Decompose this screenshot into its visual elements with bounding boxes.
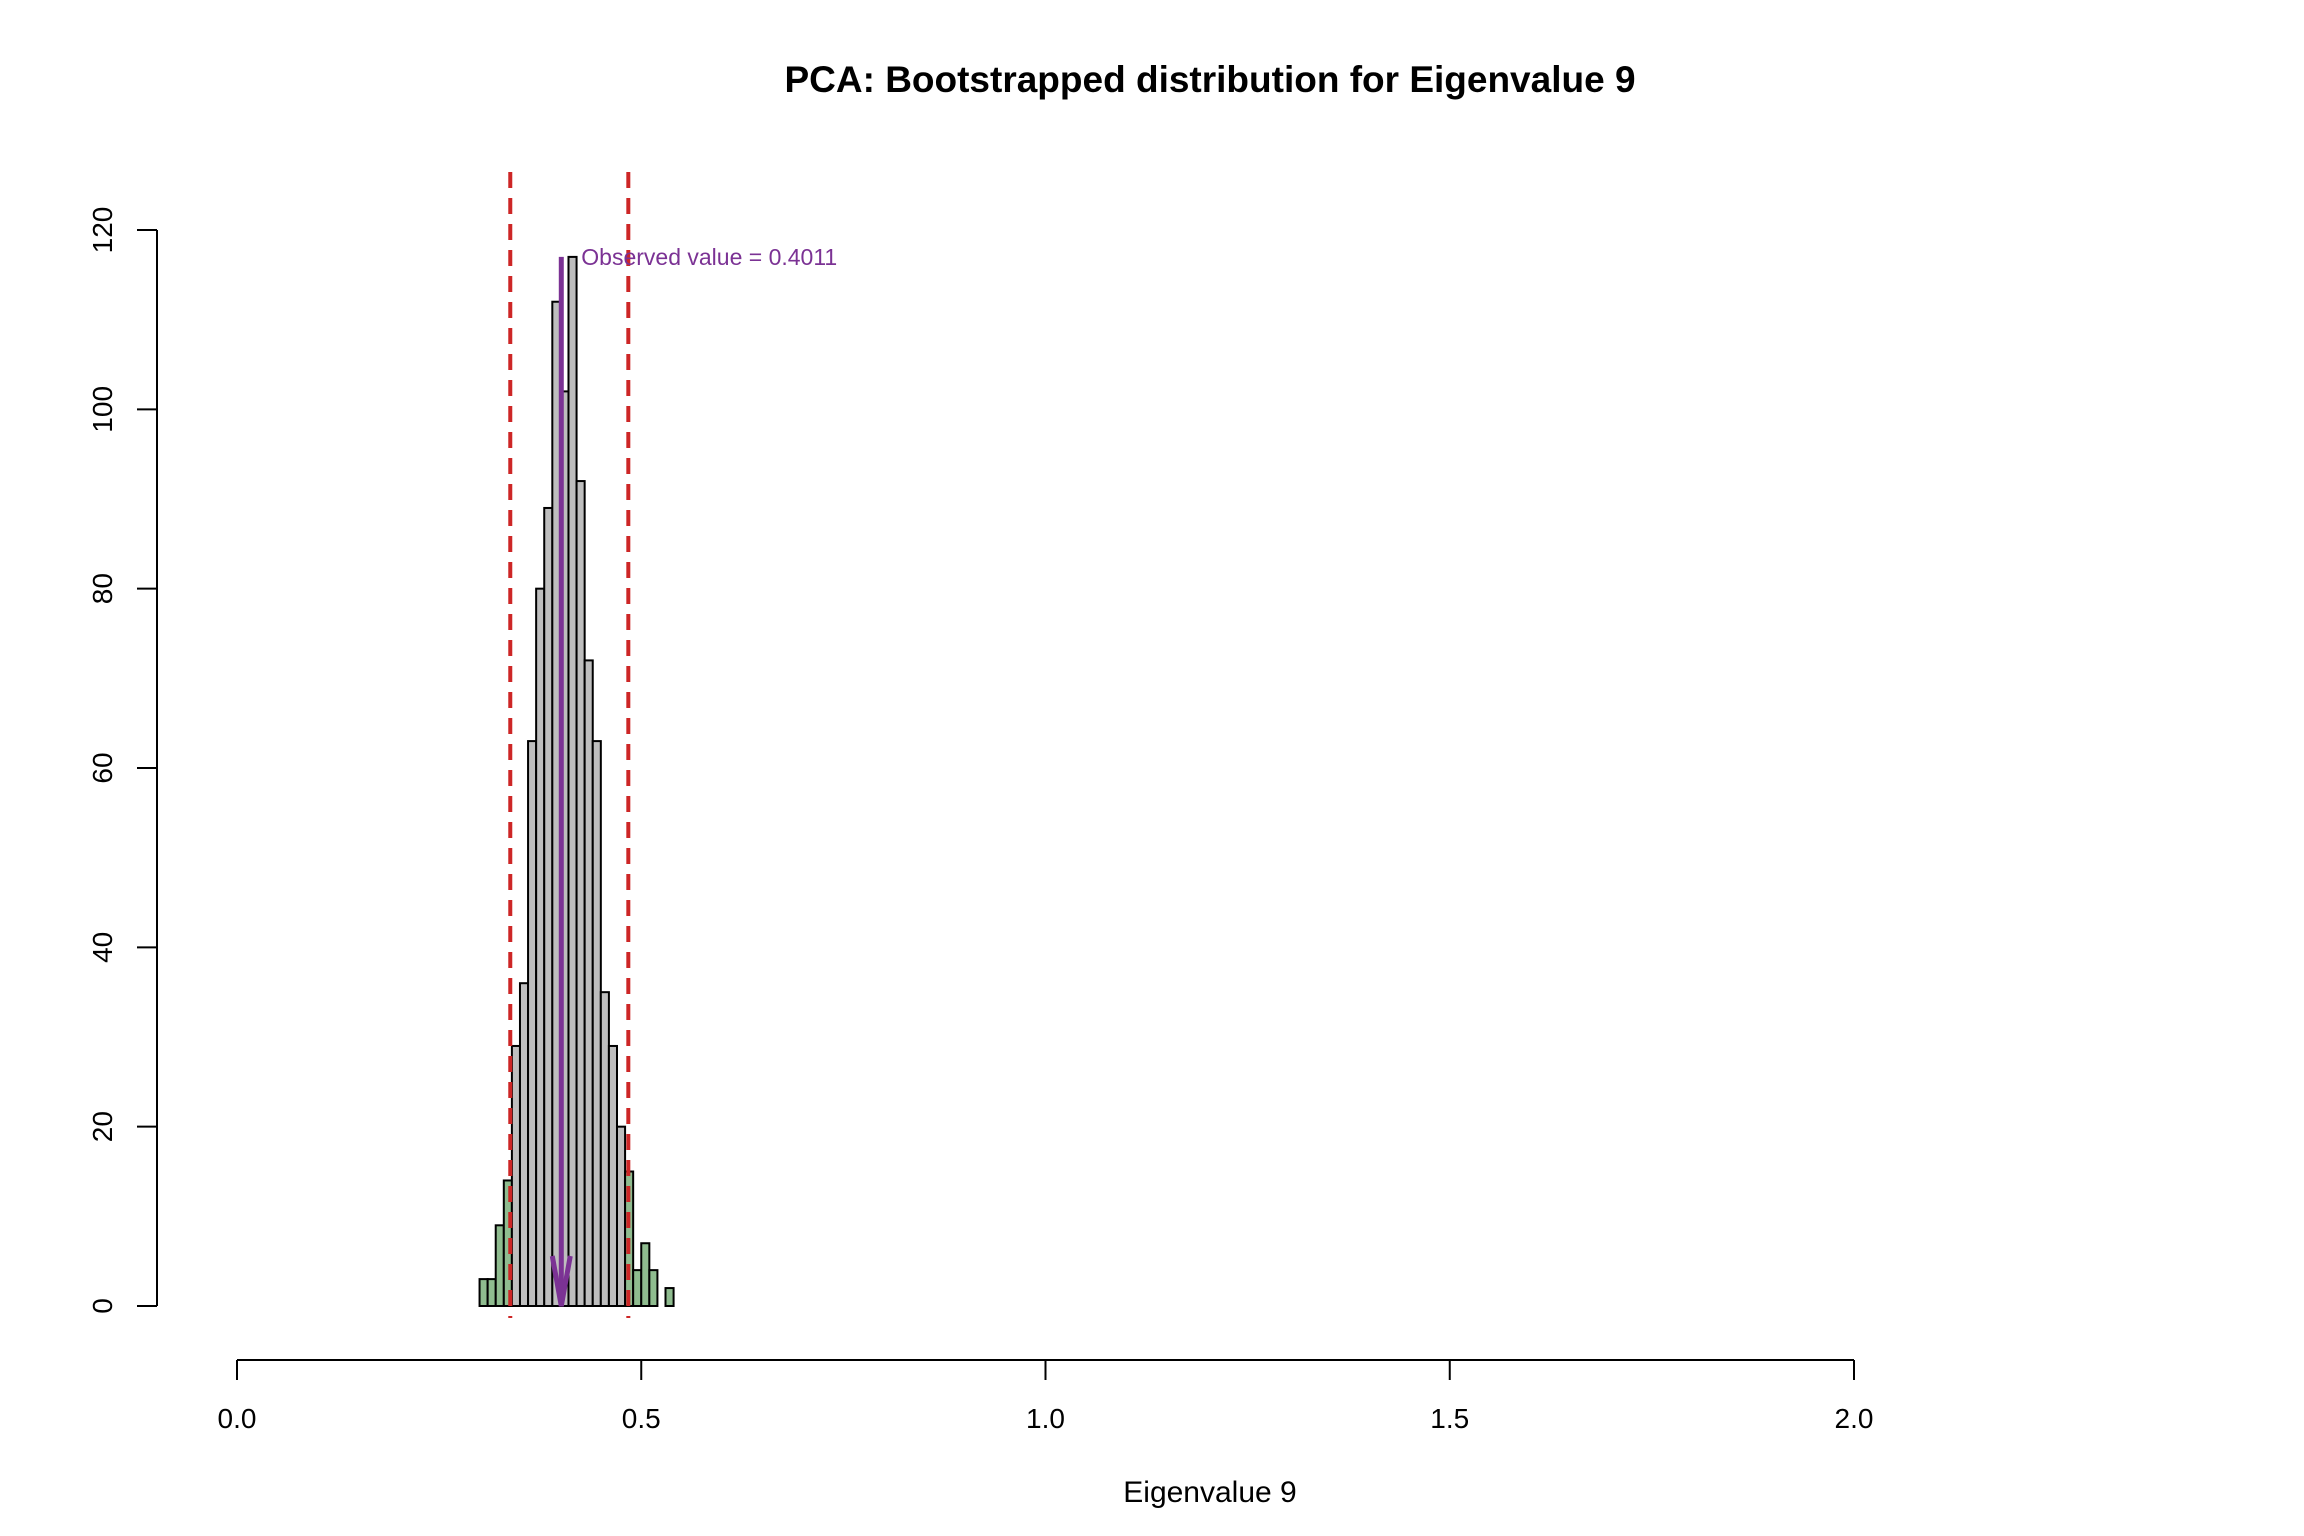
histogram-bar xyxy=(567,255,578,1307)
histogram-bar xyxy=(599,991,610,1308)
confidence-interval-lines xyxy=(508,172,631,1318)
y-tick-label: 0 xyxy=(87,1298,118,1314)
histogram-bar xyxy=(648,1269,659,1307)
y-tick-label: 100 xyxy=(87,386,118,433)
histogram-bar xyxy=(632,1269,643,1307)
histogram-bar xyxy=(543,506,554,1307)
histogram-bar xyxy=(478,1278,489,1307)
histogram-bar xyxy=(510,1044,521,1307)
histogram-bar xyxy=(591,740,602,1307)
y-tick-label: 20 xyxy=(87,1111,118,1142)
histogram-bar xyxy=(535,587,546,1307)
observed-value-arrowhead xyxy=(549,1255,573,1307)
histogram-bar xyxy=(486,1278,497,1307)
y-tick-label: 120 xyxy=(87,207,118,254)
x-axis: 0.0 0.5 1.0 1.5 2.0 xyxy=(218,1359,1874,1434)
x-tick-label: 0.0 xyxy=(218,1403,257,1434)
histogram-bar xyxy=(494,1224,505,1308)
histogram-bar xyxy=(607,1044,618,1307)
chart-title: PCA: Bootstrapped distribution for Eigen… xyxy=(784,59,1635,100)
histogram-bar xyxy=(583,659,594,1307)
y-axis: 0 20 40 60 80 100 120 xyxy=(87,207,158,1314)
x-tick-label: 1.0 xyxy=(1026,1403,1065,1434)
histogram-bar xyxy=(518,982,530,1307)
histogram-bar xyxy=(527,740,538,1307)
histogram-bars xyxy=(478,255,675,1308)
x-tick-label: 2.0 xyxy=(1835,1403,1874,1434)
y-tick-label: 40 xyxy=(87,932,118,963)
observed-value-marker: Observed value = 0.4011 xyxy=(549,244,837,1307)
x-axis-label: Eigenvalue 9 xyxy=(1123,1476,1296,1509)
x-tick-label: 1.5 xyxy=(1430,1403,1469,1434)
histogram-bar xyxy=(575,480,586,1308)
histogram-bar xyxy=(664,1287,675,1307)
histogram-bar xyxy=(640,1242,651,1307)
x-tick-label: 0.5 xyxy=(622,1403,661,1434)
histogram-bar xyxy=(615,1125,627,1307)
observed-value-label: Observed value = 0.4011 xyxy=(581,244,837,270)
y-tick-label: 80 xyxy=(87,573,118,604)
y-tick-label: 60 xyxy=(87,752,118,783)
